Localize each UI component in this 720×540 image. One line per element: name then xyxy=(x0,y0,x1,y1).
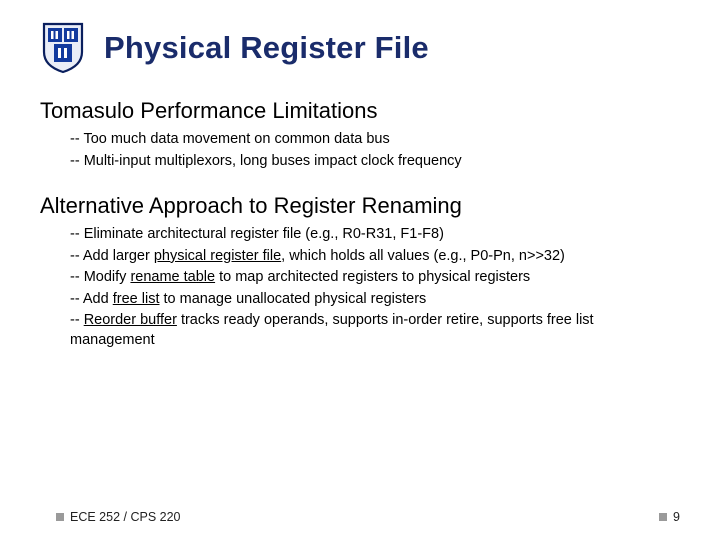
title-row: Physical Register File xyxy=(40,22,682,74)
footer-course: ECE 252 / CPS 220 xyxy=(70,510,180,524)
bullet-dot-icon xyxy=(659,513,667,521)
slide-title: Physical Register File xyxy=(104,30,429,66)
dash-prefix: -- xyxy=(70,226,84,242)
bullet-item: -- Too much data movement on common data… xyxy=(70,130,682,150)
bullet-item: -- Multi-input multiplexors, long buses … xyxy=(70,152,682,172)
institution-shield-icon xyxy=(40,22,86,74)
bullet-item: -- Modify rename table to map architecte… xyxy=(70,268,682,288)
bullet-text: Too much data movement on common data bu… xyxy=(83,131,389,147)
bullet-text: Add larger xyxy=(83,248,154,264)
section-heading: Tomasulo Performance Limitations xyxy=(40,98,682,124)
bullet-text: , which holds all values (e.g., P0-Pn, n… xyxy=(281,248,565,264)
bullet-list: -- Too much data movement on common data… xyxy=(70,130,682,171)
bullet-text: Add xyxy=(83,291,113,307)
footer: ECE 252 / CPS 220 9 xyxy=(0,510,720,524)
bullet-dot-icon xyxy=(56,513,64,521)
section-heading: Alternative Approach to Register Renamin… xyxy=(40,193,682,219)
bullet-text: Modify xyxy=(84,269,131,285)
bullet-text: to manage unallocated physical registers xyxy=(159,291,426,307)
dash-prefix: -- xyxy=(70,269,84,285)
bullet-text-underline: free list xyxy=(113,291,160,307)
footer-page-number: 9 xyxy=(673,510,680,524)
bullet-text: to map architected registers to physical… xyxy=(215,269,530,285)
bullet-text-underline: rename table xyxy=(130,269,215,285)
slide: Physical Register File Tomasulo Performa… xyxy=(0,0,720,540)
bullet-item: -- Reorder buffer tracks ready operands,… xyxy=(70,311,682,350)
bullet-text-underline: Reorder buffer xyxy=(84,312,177,328)
content-area: Tomasulo Performance Limitations -- Too m… xyxy=(40,98,682,351)
bullet-list: -- Eliminate architectural register file… xyxy=(70,225,682,350)
footer-right: 9 xyxy=(659,510,680,524)
bullet-item: -- Add larger physical register file, wh… xyxy=(70,247,682,267)
bullet-item: -- Add free list to manage unallocated p… xyxy=(70,290,682,310)
bullet-text-underline: physical register file xyxy=(154,248,281,264)
bullet-text: Eliminate architectural register file (e… xyxy=(84,226,444,242)
bullet-item: -- Eliminate architectural register file… xyxy=(70,225,682,245)
bullet-text: Multi-input multiplexors, long buses imp… xyxy=(84,153,462,169)
dash-prefix: -- xyxy=(70,248,83,264)
dash-prefix: -- xyxy=(70,291,83,307)
footer-left: ECE 252 / CPS 220 xyxy=(56,510,180,524)
dash-prefix: -- xyxy=(70,153,84,169)
dash-prefix: -- xyxy=(70,312,84,328)
dash-prefix: -- xyxy=(70,131,83,147)
